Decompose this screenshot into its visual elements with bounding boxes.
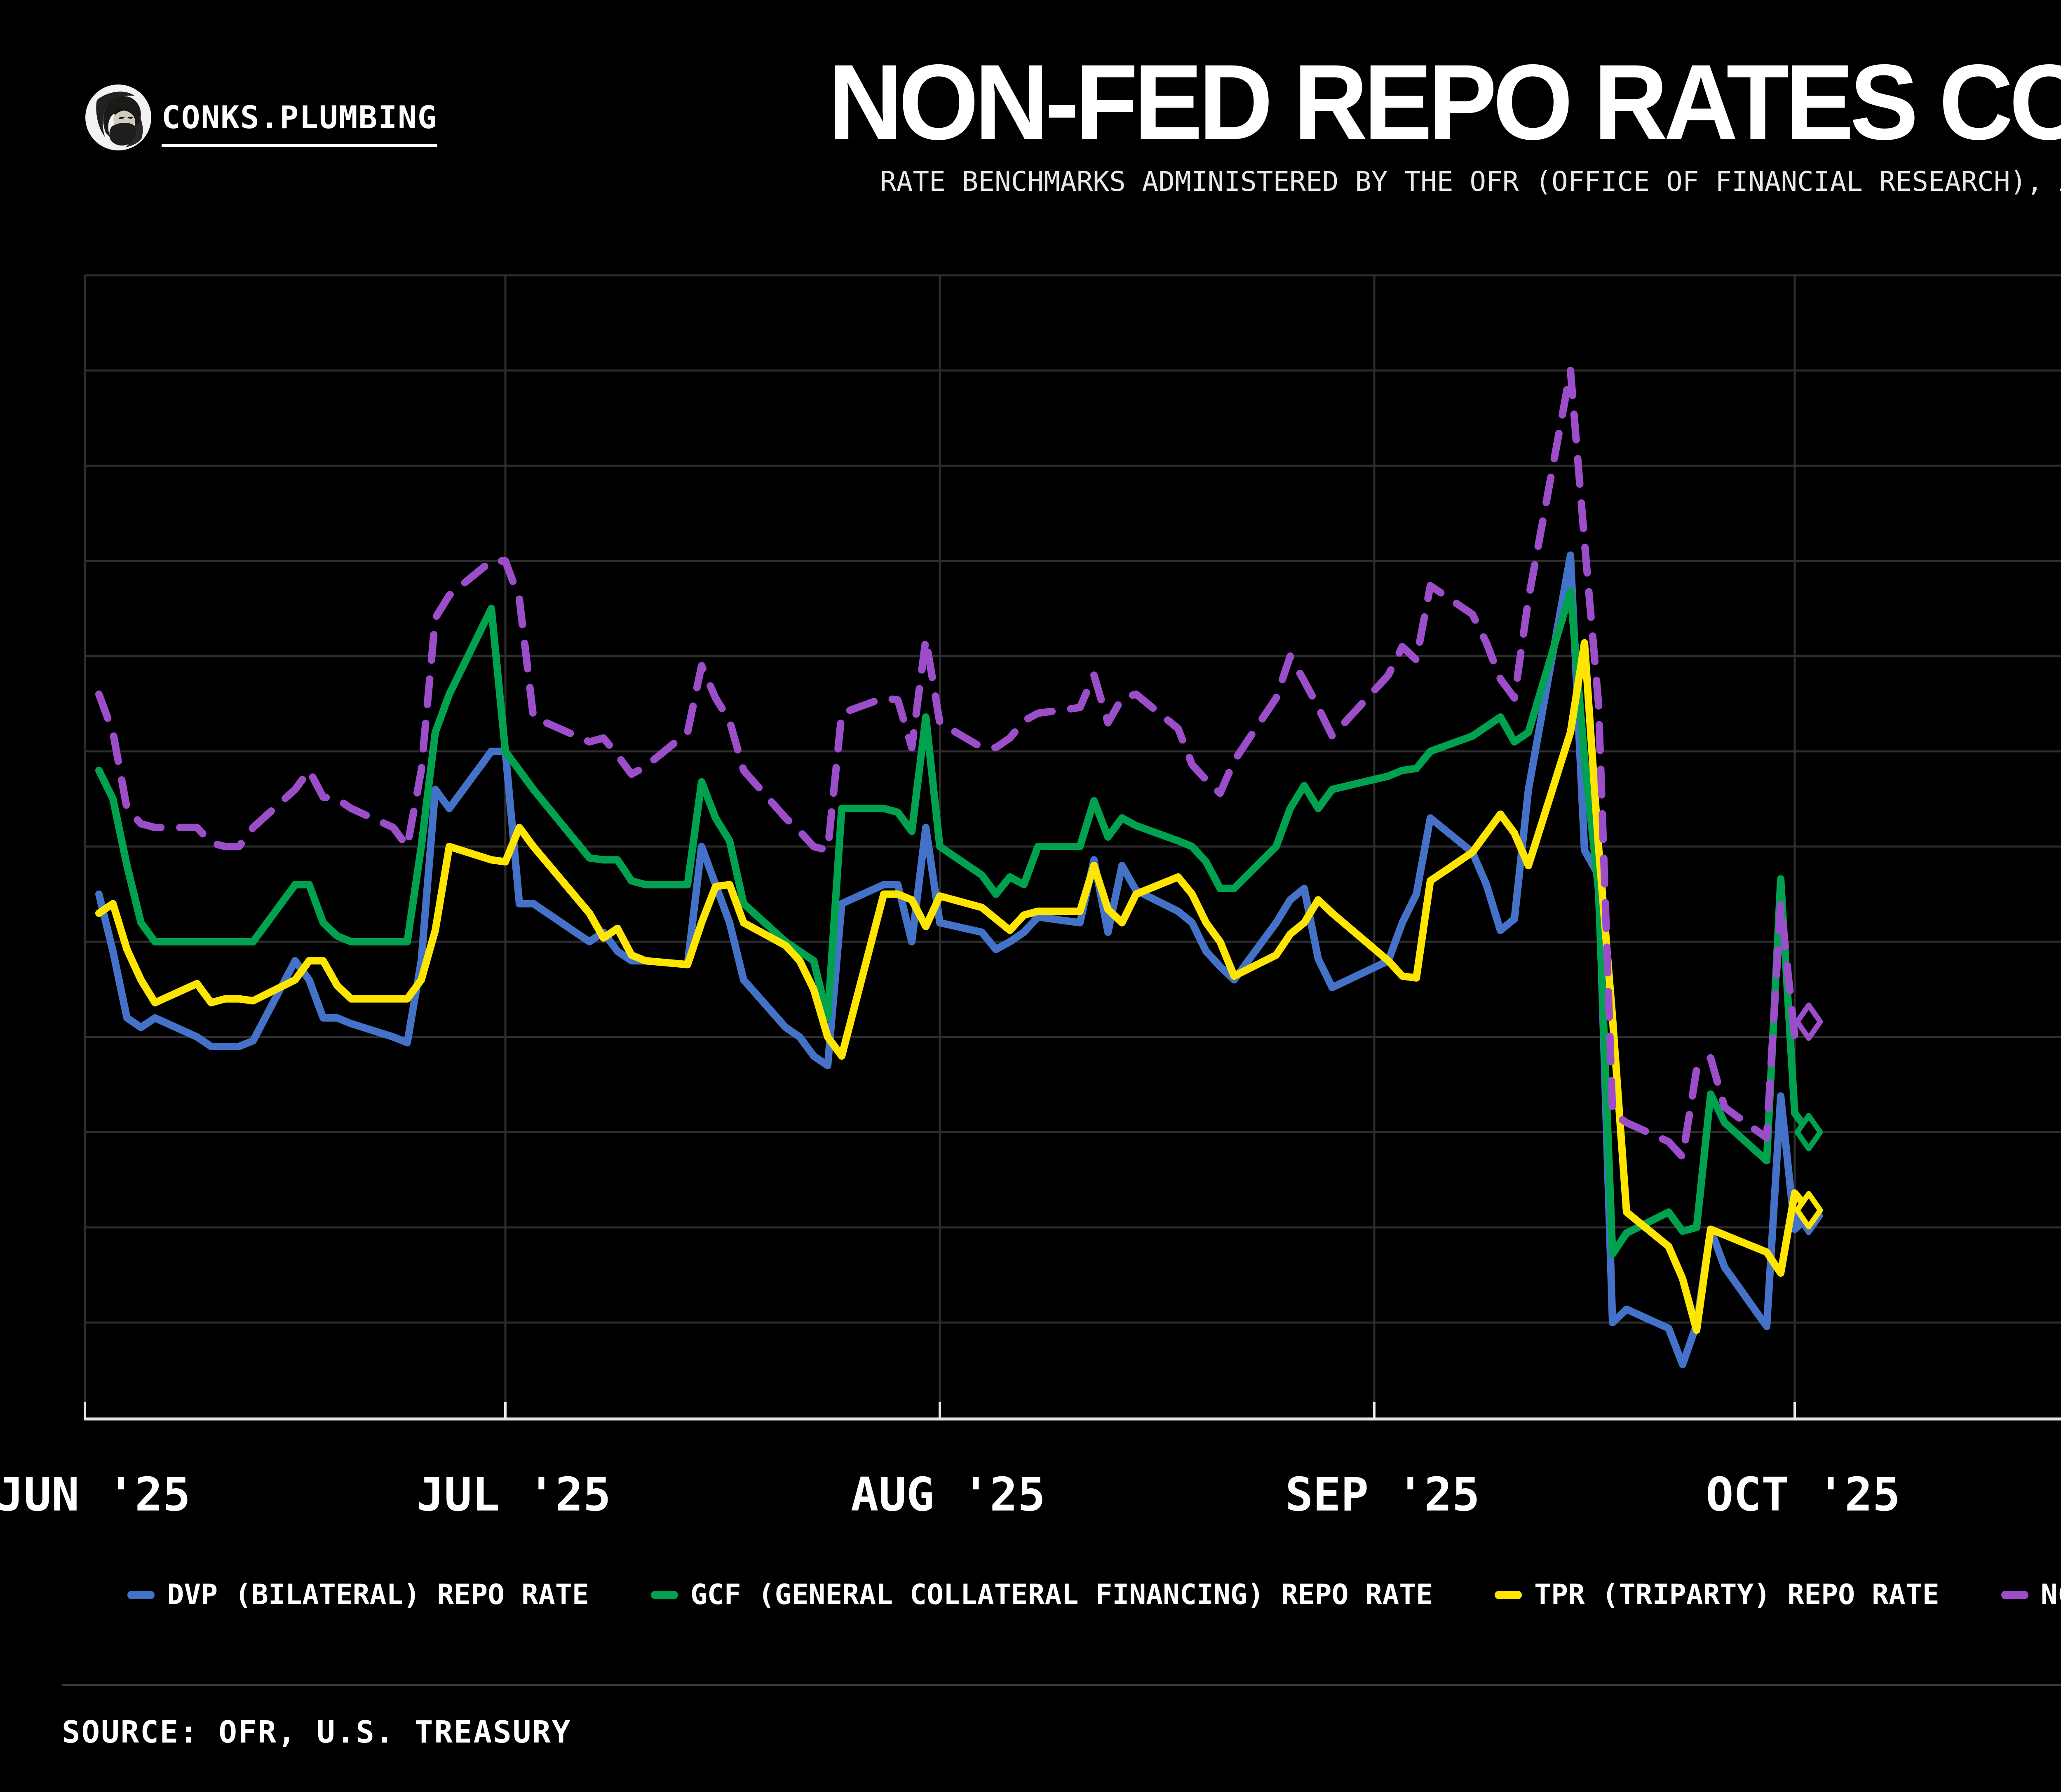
legend-item: NCCBR (ESTIMATED) (2001, 1579, 2061, 1611)
series-line (95, 587, 1812, 1258)
x-tick-label: OCT '25 (1706, 1468, 1900, 1522)
latest-value-diamond-marker (1794, 1113, 1823, 1152)
x-tick-label: JUL '25 (416, 1468, 611, 1522)
legend-label: DVP (BILATERAL) REPO RATE (167, 1579, 589, 1611)
legend-swatch-icon (127, 1590, 155, 1599)
x-tick-label: SEP '25 (1285, 1468, 1480, 1522)
latest-value-diamond-marker (1794, 1191, 1823, 1229)
legend-item: DVP (BILATERAL) REPO RATE (127, 1579, 589, 1611)
source-note: SOURCE: OFR, U.S. TREASURY (62, 1715, 572, 1750)
series-line (95, 551, 1812, 1368)
footer-divider (62, 1684, 2061, 1686)
latest-value-diamond-marker (1794, 1002, 1823, 1041)
title-block: NON-FED REPO RATES COMPLEX RATE BENCHMAR… (828, 42, 2061, 197)
legend-item: GCF (GENERAL COLLATERAL FINANCING) REPO … (650, 1579, 1433, 1611)
legend-swatch-icon (2001, 1590, 2028, 1599)
legend-label: GCF (GENERAL COLLATERAL FINANCING) REPO … (690, 1579, 1433, 1611)
chart-legend: DVP (BILATERAL) REPO RATE GCF (GENERAL CO… (0, 1579, 2061, 1611)
page-title: NON-FED REPO RATES COMPLEX (828, 42, 2061, 162)
x-tick-label: AUG '25 (851, 1468, 1045, 1522)
series-line (95, 367, 1812, 1161)
legend-label: TPR (TRIPARTY) REPO RATE (1534, 1579, 1939, 1611)
legend-item: TPR (TRIPARTY) REPO RATE (1495, 1579, 1939, 1611)
hooded-ninja-avatar-icon (85, 84, 151, 150)
brand-link[interactable]: CONKS.PLUMBING (162, 99, 437, 147)
x-tick-label: JUN '25 (0, 1468, 190, 1522)
page-subtitle: RATE BENCHMARKS ADMINISTERED BY THE OFR … (880, 166, 2061, 197)
legend-swatch-icon (1495, 1590, 1522, 1599)
legend-swatch-icon (650, 1590, 678, 1599)
series-line (95, 639, 1812, 1334)
legend-label: NCCBR (ESTIMATED) (2040, 1579, 2061, 1611)
brand-logo (85, 84, 152, 151)
